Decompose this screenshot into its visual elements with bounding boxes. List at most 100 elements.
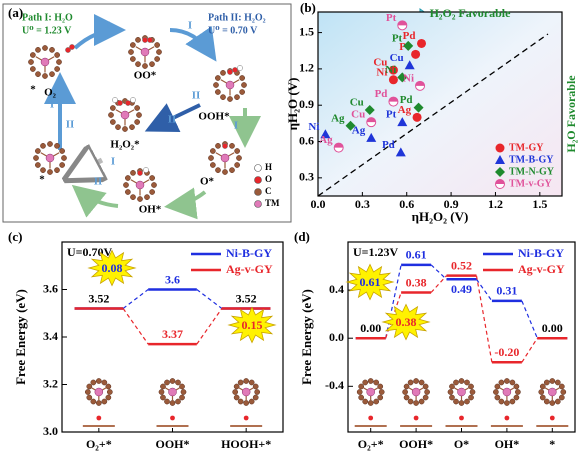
carbon-atom [403, 383, 410, 390]
metal-atom [94, 387, 104, 397]
carbon-atom [135, 61, 141, 67]
catalyst-structure [232, 378, 261, 406]
carbon-atom [554, 379, 561, 386]
carbon-atom [59, 148, 65, 154]
step-label: I [234, 120, 238, 132]
point-label: Pt [386, 109, 397, 121]
catalyst-structure [208, 141, 242, 175]
y-axis-title: ηH₂O (V) [285, 78, 300, 131]
carbon-atom [239, 75, 245, 81]
point [388, 75, 398, 85]
y-tick-label: 0.9 [299, 97, 314, 111]
carbon-atom [227, 96, 233, 102]
y-tick-label: 3.2 [43, 376, 58, 390]
carbon-atom [377, 394, 384, 401]
y-tick-label: 1.2 [299, 61, 314, 75]
plot-frame [317, 11, 563, 197]
legend-marker [254, 200, 262, 208]
carbon-atom [539, 383, 546, 390]
adsorbate-atom [125, 100, 131, 106]
carbon-atom [123, 182, 129, 188]
adsorbate-atom [549, 415, 555, 421]
connector [385, 264, 402, 339]
value-label: 0.61 [406, 248, 427, 262]
carbon-atom [558, 394, 565, 401]
carbon-atom [543, 379, 550, 386]
legend-label: Ni-B-GY [518, 246, 564, 260]
metal-atom [220, 153, 230, 163]
y-tick-label: 3.4 [43, 329, 58, 343]
cycle-arrows [44, 14, 261, 220]
point [397, 117, 408, 127]
point [412, 112, 422, 122]
x-tick-label: 1.5 [532, 197, 547, 211]
carbon-atom [35, 71, 41, 77]
carbon-atom [164, 398, 170, 405]
connector [122, 289, 149, 309]
carbon-atom [234, 148, 240, 154]
carbon-atom [135, 37, 141, 43]
carbon-atom [498, 379, 505, 386]
carbon-atom [210, 162, 216, 168]
carbon-atom [30, 66, 36, 72]
carbon-atom [115, 124, 121, 130]
carbon-atom [208, 155, 214, 161]
legend-marker [254, 164, 262, 172]
adsorbate-atom [143, 167, 149, 173]
carbon-atom [40, 143, 46, 149]
step-label: I [111, 156, 115, 168]
state-label: O* [200, 176, 215, 188]
carbon-atom [458, 378, 465, 384]
point-half [366, 117, 376, 123]
carbon-atom [84, 389, 91, 395]
carbon-atom [105, 383, 112, 390]
value-label: 0.00 [360, 321, 381, 335]
carbon-atom [42, 45, 48, 51]
adsorbate-atom [237, 65, 243, 71]
condition-label: U=1.23V [353, 245, 399, 259]
step-label: I [106, 20, 110, 32]
y-tick-label: 0.6 [299, 133, 314, 147]
adsorbate-atom [227, 69, 233, 75]
x-tick-label: 0.3 [355, 197, 370, 211]
panel-label: (b) [300, 0, 316, 15]
legend-label: TM-GY [509, 142, 544, 153]
y-tick-label: 3.6 [43, 281, 58, 295]
carbon-atom [239, 89, 245, 95]
value-label: 0.49 [451, 282, 472, 296]
legend-marker [495, 179, 505, 189]
carbon-atom [358, 394, 365, 401]
carbon-atom [358, 383, 365, 390]
carbon-atom [129, 124, 135, 130]
carbon-atom [47, 169, 53, 175]
x-tick-label: O₂+* [358, 437, 384, 451]
carbon-atom [54, 167, 60, 173]
point-label: Cu [373, 57, 387, 69]
point-label: Ni [385, 64, 396, 76]
x-tick-label: O* [454, 437, 469, 451]
carbon-atom [158, 389, 165, 395]
catalyst-structure [213, 68, 247, 102]
carbon-atom [134, 119, 140, 125]
point-half [388, 97, 398, 102]
carbon-atom [130, 56, 136, 62]
x-tick-label: OOH* [155, 437, 189, 451]
legend-marker [495, 167, 505, 177]
point [366, 132, 377, 142]
step-label: II [168, 114, 177, 126]
point-label: Ag [331, 112, 345, 124]
star-burst [381, 303, 431, 341]
carbon-atom [210, 148, 216, 154]
legend-marker [495, 143, 505, 153]
carbon-atom [407, 398, 414, 405]
carbon-atom [554, 398, 561, 405]
x-tick-label: 1.2 [488, 197, 503, 211]
carbon-atom [149, 189, 155, 195]
carbon-atom [407, 379, 414, 386]
carbon-atom [549, 378, 556, 384]
carbon-atom [509, 379, 516, 386]
metal-atom [45, 153, 55, 163]
carbon-atom [110, 105, 116, 111]
carbon-atom [106, 389, 113, 395]
point-label: Ni [403, 72, 414, 84]
